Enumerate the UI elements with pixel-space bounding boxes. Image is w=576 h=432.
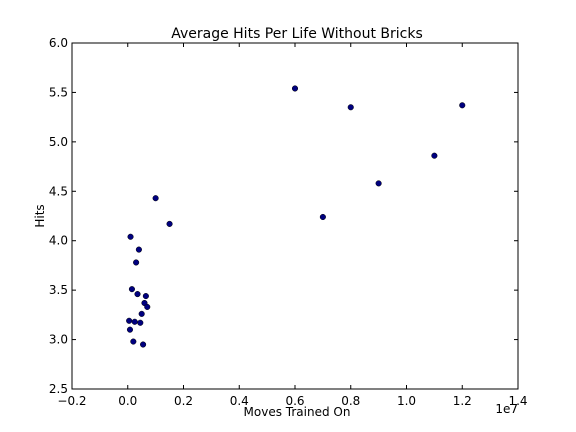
y-tick-label: 5.5 bbox=[49, 85, 68, 99]
x-tick-label: 0.6 bbox=[285, 394, 304, 408]
data-point bbox=[131, 318, 138, 325]
x-tick-label: 1.4 bbox=[508, 394, 527, 408]
x-tick-label: 0.2 bbox=[174, 394, 193, 408]
data-point bbox=[138, 310, 145, 317]
data-point bbox=[152, 195, 159, 202]
data-point bbox=[140, 341, 147, 348]
chart-title: Average Hits Per Life Without Bricks bbox=[171, 26, 423, 42]
y-tick-label: 5.0 bbox=[49, 135, 68, 149]
data-point bbox=[375, 180, 382, 187]
x-tick-label: 0.0 bbox=[118, 394, 137, 408]
x-tick-label: 0.8 bbox=[341, 394, 360, 408]
data-point bbox=[144, 303, 151, 310]
x-tick-label: 1.0 bbox=[397, 394, 416, 408]
data-point bbox=[126, 317, 133, 324]
y-tick-label: 4.0 bbox=[49, 234, 68, 248]
y-tick-label: 6.0 bbox=[49, 36, 68, 50]
x-tick-label: 0.4 bbox=[230, 394, 249, 408]
data-point bbox=[133, 259, 140, 266]
y-tick-label: 2.5 bbox=[49, 382, 68, 396]
y-axis-label: Hits bbox=[33, 204, 47, 227]
data-point bbox=[130, 338, 137, 345]
data-point bbox=[127, 233, 134, 240]
data-point bbox=[431, 152, 438, 159]
x-offset-label: 1e7 bbox=[495, 402, 518, 416]
data-point bbox=[347, 104, 354, 111]
plot-area bbox=[71, 42, 519, 390]
x-axis-label: Moves Trained On bbox=[244, 405, 351, 419]
y-tick-label: 4.5 bbox=[49, 184, 68, 198]
data-point bbox=[128, 286, 135, 293]
data-point bbox=[291, 85, 299, 92]
data-point bbox=[166, 220, 173, 227]
data-point bbox=[142, 293, 149, 300]
data-points bbox=[126, 85, 466, 348]
x-tick-label: −0.2 bbox=[57, 394, 86, 408]
y-axis: 2.5 3.0 3.5 4.0 4.5 5.0 5.5 6.0 bbox=[49, 36, 518, 396]
data-point bbox=[134, 291, 141, 298]
y-tick-label: 3.5 bbox=[49, 283, 68, 297]
data-point bbox=[137, 319, 144, 326]
data-point bbox=[319, 213, 326, 221]
y-tick-label: 3.0 bbox=[49, 333, 68, 347]
data-point bbox=[459, 102, 466, 109]
x-tick-label: 1.2 bbox=[453, 394, 472, 408]
x-axis: −0.2 0.0 0.2 0.4 0.6 0.8 1.0 1.2 1.4 bbox=[57, 43, 528, 408]
data-point bbox=[135, 246, 142, 253]
data-point bbox=[126, 326, 134, 333]
